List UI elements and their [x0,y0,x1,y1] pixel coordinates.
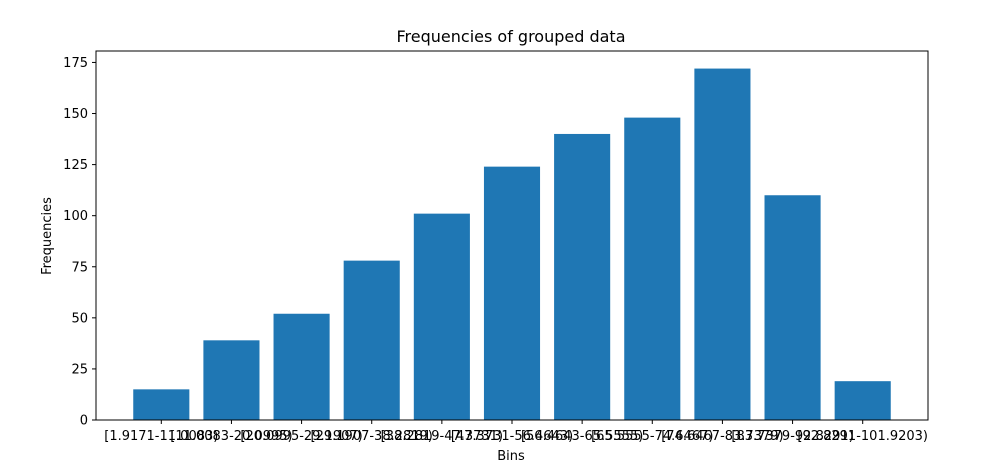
y-tick-label-4: 100 [63,209,88,224]
bar-5 [483,166,541,420]
x-tick-label-9: [83.7379-92.8291) [731,429,853,444]
x-tick-label-1: [11.0083-20.0995) [170,429,292,444]
x-tick-label-5: [47.3731-56.4643) [451,429,573,444]
y-tick-label-2: 50 [71,311,88,326]
y-tick-label-0: 0 [80,414,88,429]
bar-1 [203,340,260,420]
x-tick-label-0: [1.9171-11.0083) [104,429,218,444]
y-axis: 0 25 50 75 100 125 150 175 [63,56,96,429]
bar-4 [413,213,470,420]
y-tick-label-7: 175 [63,56,88,71]
x-tick-label-6: [56.4643-65.5555) [521,429,643,444]
x-axis: [1.9171-11.0083)[11.0083-20.0995)[20.099… [104,420,928,444]
x-tick-label-4: [38.2819-47.3731) [381,429,503,444]
bar-3 [343,260,400,420]
bar-0 [133,389,190,420]
plot-frame [95,50,929,421]
bar-2 [273,313,330,420]
y-tick-label-6: 150 [63,107,88,122]
x-tick-label-8: [74.6467-83.7379) [661,429,783,444]
bar-6 [554,133,611,420]
x-tick-label-7: [65.5555-74.6467) [591,429,713,444]
y-tick-label-1: 25 [71,362,88,377]
bar-9 [764,195,821,420]
x-tick-label-3: [29.1907-38.2819) [311,429,433,444]
y-tick-label-3: 75 [71,260,88,275]
chart-title: Frequencies of grouped data [397,27,626,46]
bars-group [133,68,891,421]
y-axis-label: Frequencies [40,197,55,275]
x-tick-label-10: [92.8291-101.9203) [797,429,928,444]
bar-7 [624,117,681,421]
x-axis-label: Bins [497,449,525,464]
x-tick-label-2: [20.0995-29.1907) [240,429,362,444]
y-tick-label-5: 125 [63,158,88,173]
bar-10 [834,381,891,420]
bar-8 [694,68,751,420]
